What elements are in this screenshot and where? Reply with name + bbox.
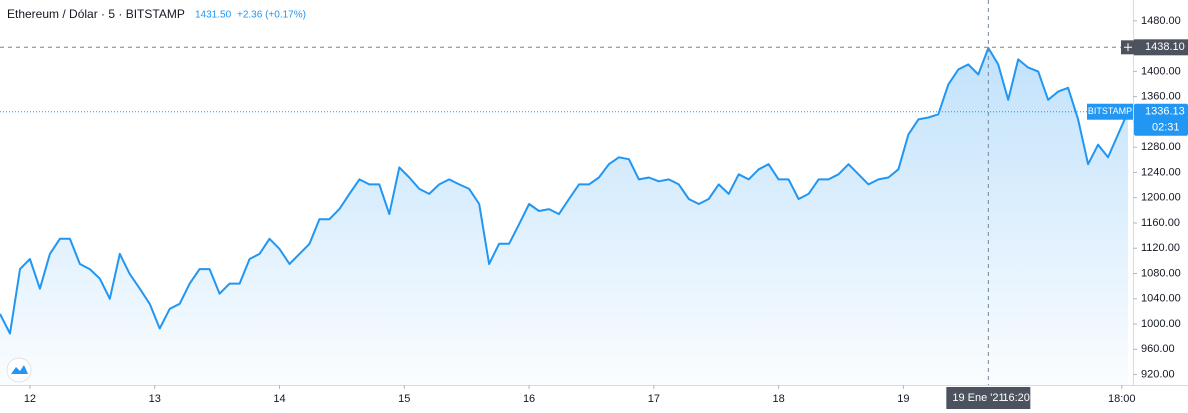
header-change: +2.36 (+0.17%) <box>237 10 306 21</box>
x-tick-label: 14 <box>273 393 285 405</box>
exchange-badge <box>1087 103 1133 120</box>
x-tick-label: 18:00 <box>1108 393 1136 405</box>
y-tick-label: 1400.00 <box>1141 65 1181 77</box>
y-tick-label: 1240.00 <box>1141 166 1181 178</box>
x-tick-label: 13 <box>149 393 161 405</box>
x-tick-label: 17 <box>648 393 660 405</box>
last-price-badge <box>1134 103 1188 136</box>
y-tick-label: 960.00 <box>1141 343 1175 355</box>
crosshair-plus <box>1124 43 1132 52</box>
crosshair-x-badge <box>946 387 1031 409</box>
y-tick-label: 1120.00 <box>1141 242 1180 254</box>
crosshair-time-label: 16:20 <box>1002 392 1030 404</box>
area-fill <box>0 48 1128 385</box>
x-tick-label: 12 <box>24 393 36 405</box>
header-price: 1431.50 <box>195 10 232 21</box>
exchange-label: BITSTAMP <box>1088 106 1132 116</box>
countdown-label: 02:31 <box>1152 122 1180 134</box>
y-tick-label: 1360.00 <box>1141 91 1181 103</box>
crosshair-y-badge <box>1134 39 1188 56</box>
x-tick-label: 18 <box>773 393 785 405</box>
plot <box>0 0 1133 385</box>
y-tick-label: 1080.00 <box>1141 267 1181 279</box>
last-price-label: 1336.13 <box>1145 106 1185 118</box>
y-tick-label: 1040.00 <box>1141 293 1181 305</box>
x-tick-label: 19 <box>897 393 909 405</box>
y-tick-label: 1000.00 <box>1141 318 1181 330</box>
symbol-title: Ethereum / Dólar · 5 · BITSTAMP <box>7 7 185 21</box>
logo <box>6 357 32 383</box>
price-line <box>0 47 1129 335</box>
x-tick-label: 15 <box>398 393 410 405</box>
y-tick-label: 1160.00 <box>1141 217 1180 229</box>
y-tick-label: 920.00 <box>1141 368 1175 380</box>
crosshair-y-label: 1438.10 <box>1145 41 1185 53</box>
y-tick-label: 1280.00 <box>1141 141 1181 153</box>
x-tick-label: 16 <box>523 393 535 405</box>
y-tick-label: 1480.00 <box>1141 15 1181 27</box>
crosshair-date-label: 19 Ene '21 <box>952 392 1004 404</box>
y-tick-label: 1200.00 <box>1141 192 1181 204</box>
